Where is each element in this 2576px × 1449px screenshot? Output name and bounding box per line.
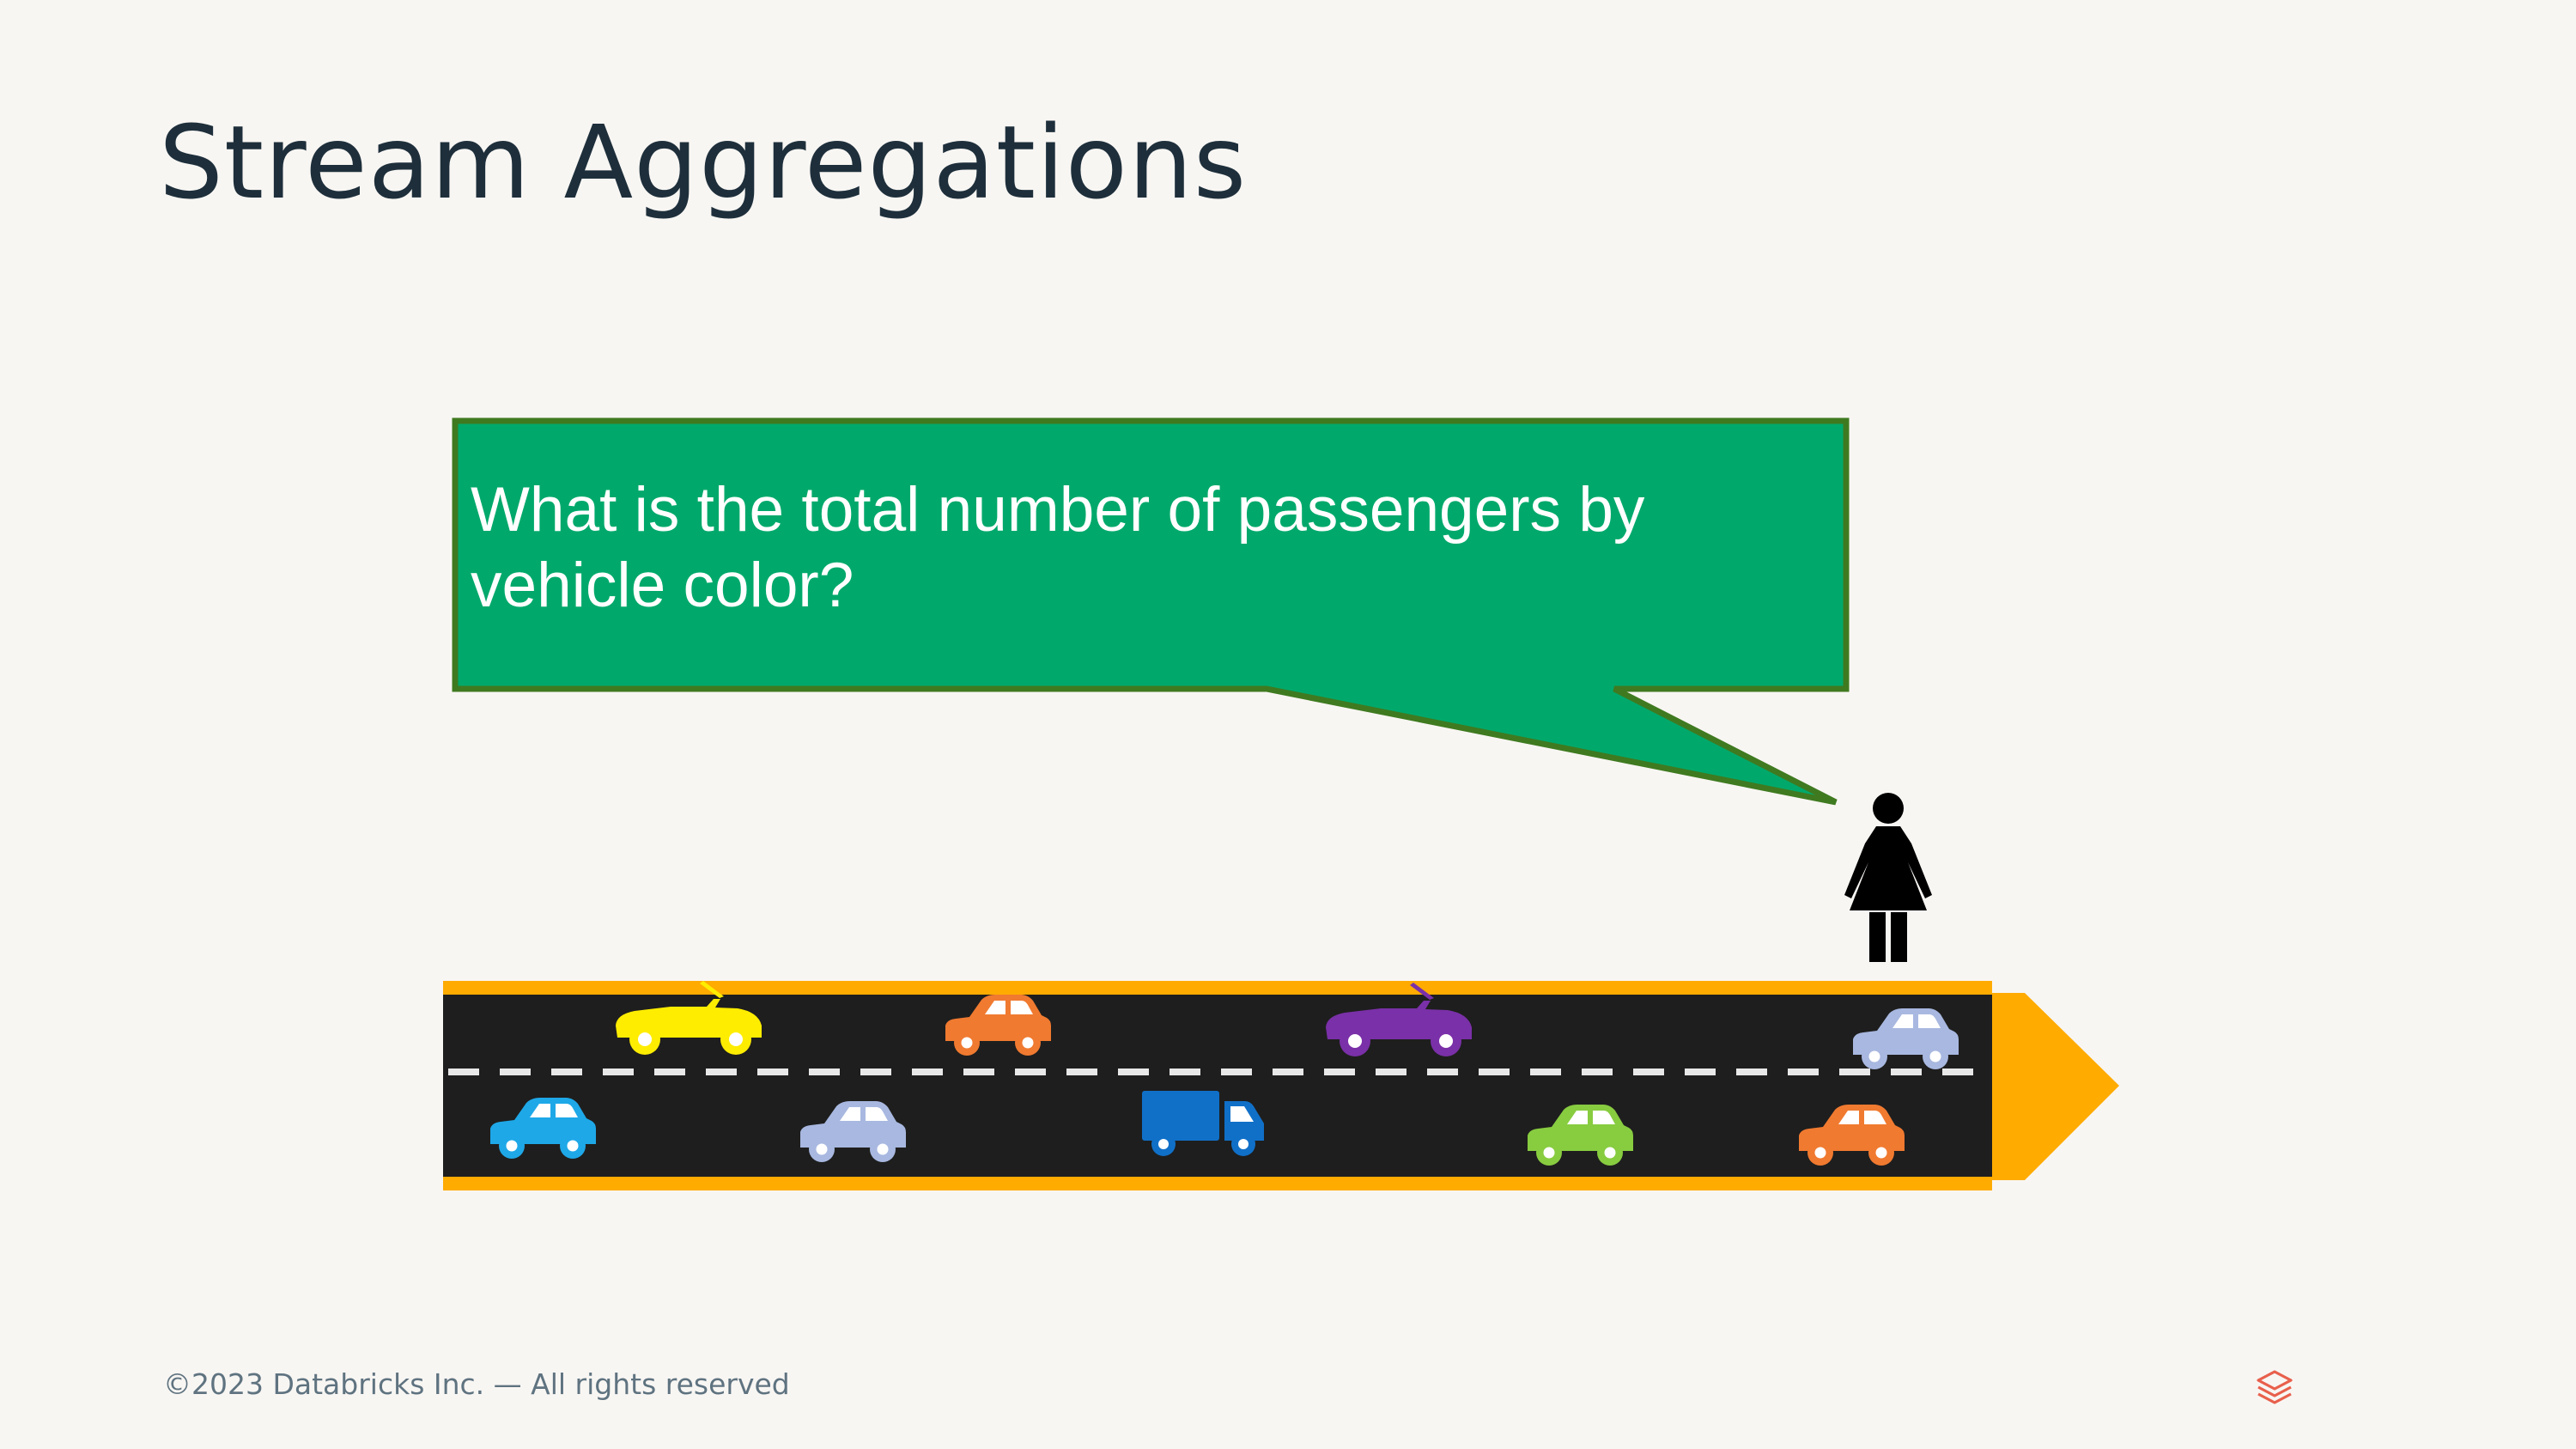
copyright-footer: ©2023 Databricks Inc. — All rights reser… <box>163 1367 790 1401</box>
databricks-logo-icon <box>2257 1370 2293 1404</box>
road-arrow-head <box>1989 993 2119 1180</box>
person-icon <box>1844 793 1932 962</box>
callout-bubble <box>452 417 1850 806</box>
slide-title: Stream Aggregations <box>159 103 1248 222</box>
callout-text: What is the total number of passengers b… <box>471 475 1645 620</box>
